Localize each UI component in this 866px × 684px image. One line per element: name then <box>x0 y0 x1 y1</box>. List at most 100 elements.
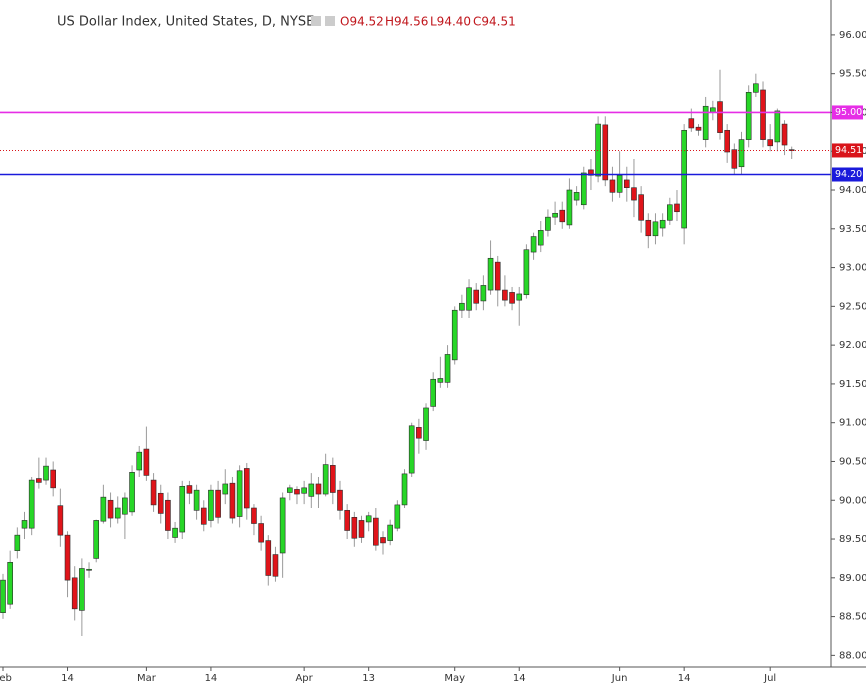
candle-body <box>745 91 752 140</box>
header-bg <box>50 8 520 36</box>
candle-body <box>573 192 580 201</box>
price-label: 95.00 <box>835 107 862 118</box>
candle-body <box>193 489 200 511</box>
candle-body <box>365 515 372 523</box>
candle-body <box>107 499 114 519</box>
x-tick-label: May <box>444 673 465 684</box>
icon[interactable] <box>325 16 335 26</box>
y-tick-label: 93.50 <box>839 224 866 235</box>
candle-body <box>502 289 508 301</box>
candle-body <box>251 507 257 524</box>
candle-body <box>530 236 537 253</box>
candle-body <box>43 465 49 481</box>
candle-body <box>451 309 458 361</box>
x-tick-label: Jul <box>763 673 776 684</box>
candle-body <box>21 520 28 529</box>
candle-body <box>631 187 637 201</box>
candle-body <box>401 473 408 506</box>
x-tick-label: 13 <box>362 673 375 684</box>
candle-body <box>215 489 221 518</box>
candle-body <box>222 483 229 495</box>
y-tick-label: 89.00 <box>839 573 866 584</box>
candle-body <box>667 204 673 221</box>
chart-title: US Dollar Index, United States, D, NYSE <box>57 15 314 30</box>
header-low: L94.40 <box>430 15 471 29</box>
x-tick-label: Apr <box>295 673 313 684</box>
price-label: 94.51 <box>835 145 862 156</box>
candle-body <box>387 524 393 541</box>
candle-body <box>258 523 264 543</box>
candle-body <box>279 497 286 554</box>
candle-body <box>480 285 487 302</box>
candle-body <box>509 292 515 304</box>
candle-body <box>702 105 709 140</box>
candle-body <box>394 504 401 529</box>
candle-body <box>200 507 207 525</box>
y-tick-label: 93.00 <box>839 263 866 274</box>
candle-body <box>408 425 415 474</box>
candle-body <box>7 561 13 605</box>
price-label-bg <box>832 167 863 182</box>
candle-body <box>129 472 135 513</box>
candle-body <box>243 468 250 509</box>
candle-body <box>315 483 322 495</box>
candle-body <box>494 261 501 291</box>
x-tick-label: Feb <box>0 673 12 684</box>
candle-body <box>681 129 687 229</box>
candle-body <box>172 527 178 538</box>
y-tick-label: 92.00 <box>839 340 866 351</box>
candle-body <box>308 483 315 497</box>
y-tick-label: 91.50 <box>839 379 866 390</box>
y-tick-label: 90.50 <box>839 456 866 467</box>
candle-body <box>358 520 365 538</box>
candle-body <box>373 517 379 546</box>
candle-body <box>322 464 329 495</box>
x-tick-label: 14 <box>61 673 74 684</box>
icon[interactable] <box>311 16 321 26</box>
candle-body <box>688 118 695 129</box>
candle-body <box>286 487 293 493</box>
candle-body <box>330 465 336 493</box>
header-high: H94.56 <box>385 15 428 29</box>
candle-body <box>208 489 214 521</box>
y-tick-label: 92.50 <box>839 301 866 312</box>
candle-body <box>236 470 243 517</box>
candle-body <box>487 257 494 291</box>
candle-body <box>71 577 78 610</box>
candle-body <box>272 554 279 577</box>
x-tick-label: 14 <box>678 673 691 684</box>
candle-body <box>136 451 143 471</box>
candle-body <box>229 482 236 519</box>
x-tick-label: 14 <box>513 673 526 684</box>
y-tick-label: 91.00 <box>839 418 866 429</box>
candle-body <box>265 540 272 576</box>
header-open: O94.52 <box>340 15 384 29</box>
candle-body <box>301 487 307 494</box>
candle-body <box>416 427 422 439</box>
candle-body <box>738 139 745 168</box>
candle-body <box>537 230 544 246</box>
candle-body <box>566 189 573 226</box>
candle-body <box>774 110 781 143</box>
candle-body <box>28 479 35 529</box>
candle-body <box>423 407 429 441</box>
candle-body <box>150 479 157 506</box>
candle-body <box>760 89 766 140</box>
x-tick-label: 14 <box>205 673 218 684</box>
candle-body <box>0 579 6 614</box>
y-tick-label: 90.00 <box>839 495 866 506</box>
candle-body <box>602 124 609 181</box>
candle-body <box>93 520 100 559</box>
candle-body <box>122 497 128 515</box>
x-tick-label: Jun <box>611 673 628 684</box>
candle-body <box>767 139 773 147</box>
candle-body <box>344 510 350 531</box>
candle-body <box>466 287 472 311</box>
candle-body <box>186 485 193 494</box>
candle-body <box>724 129 730 153</box>
candle-body <box>595 123 601 177</box>
candle-body <box>14 534 21 551</box>
y-tick-label: 89.50 <box>839 534 866 545</box>
candle-body <box>351 517 358 539</box>
